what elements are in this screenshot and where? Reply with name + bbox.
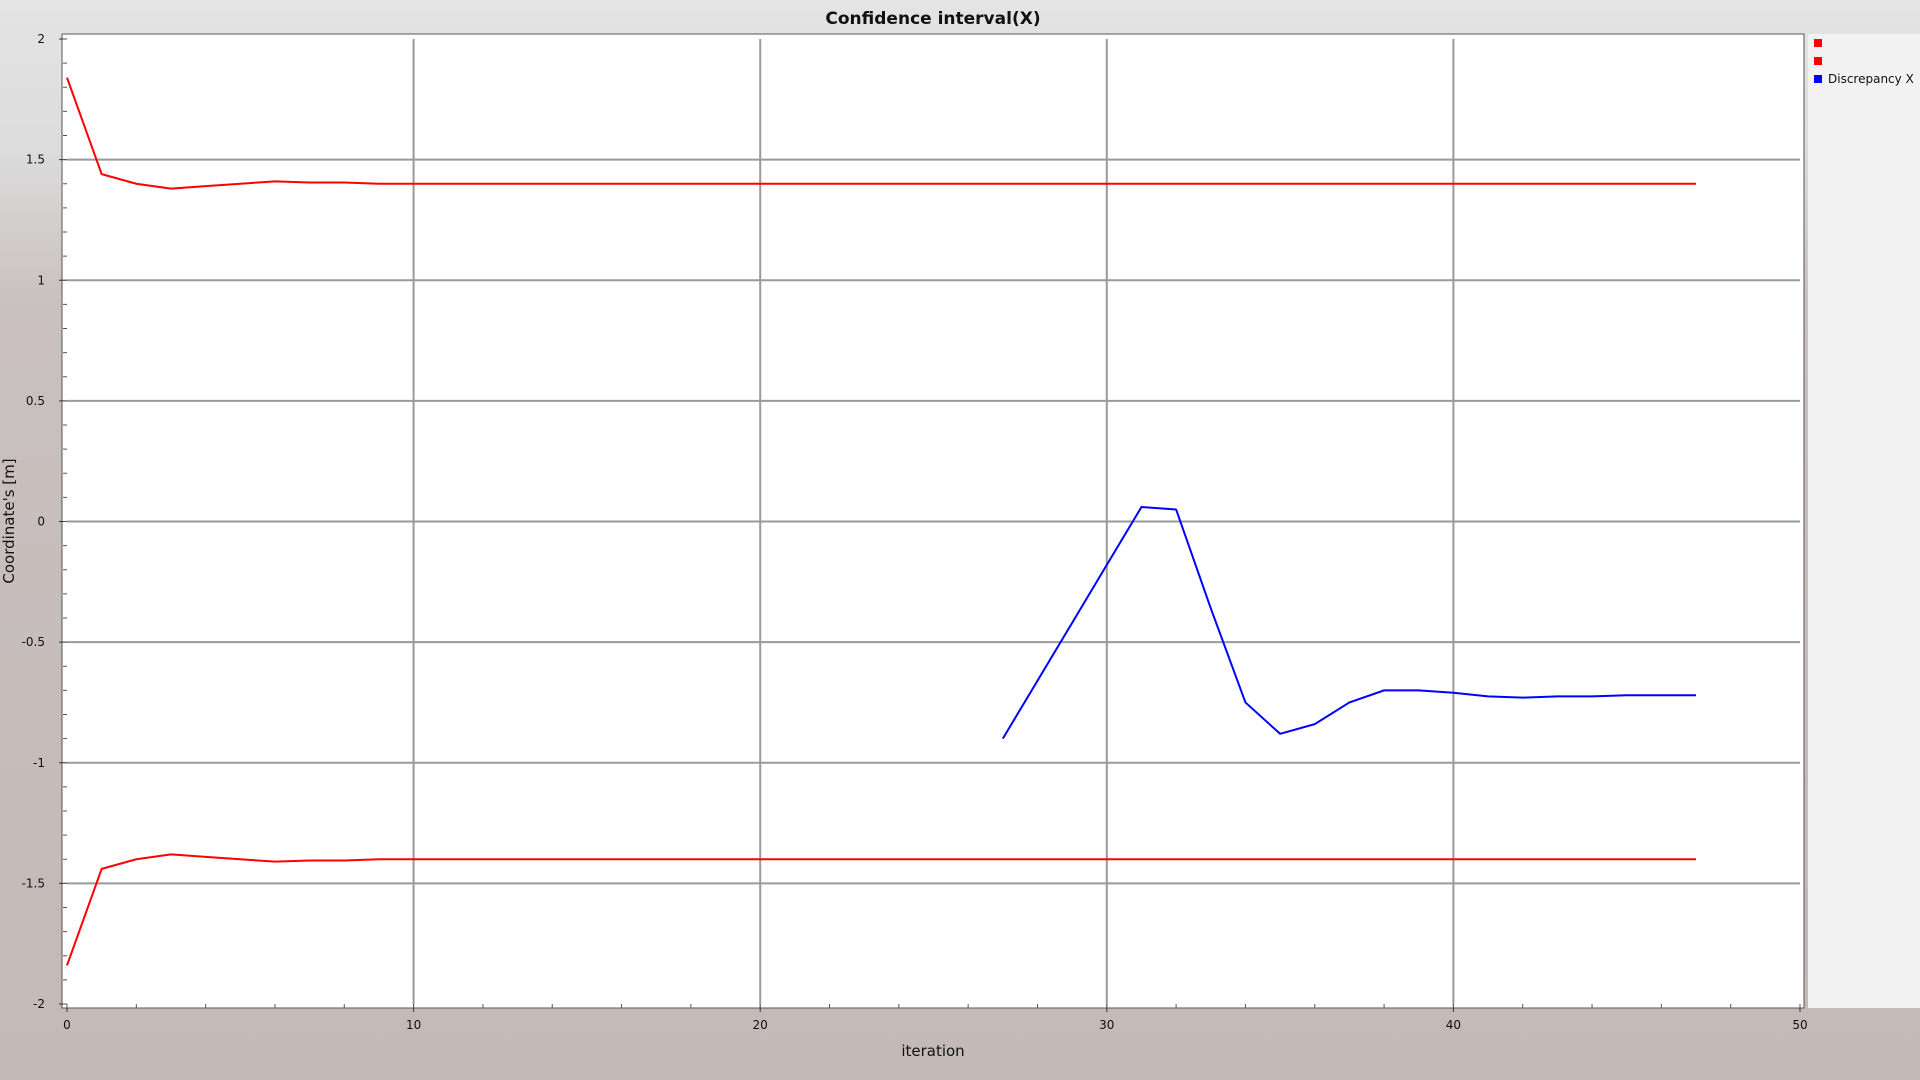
- series-line-3: [1001, 506, 1697, 740]
- x-tick-label: 10: [406, 1018, 421, 1032]
- y-tick-label: -1: [33, 756, 45, 770]
- y-tick-label: -0.5: [22, 635, 45, 649]
- minor-ticks: [63, 38, 1801, 1008]
- series-line-2: [66, 853, 1697, 966]
- legend-panel: [1808, 34, 1920, 1008]
- x-tick-label: 20: [753, 1018, 768, 1032]
- legend-swatch: [1814, 39, 1822, 47]
- x-tick-label: 0: [63, 1018, 71, 1032]
- legend-swatch: [1814, 57, 1822, 65]
- y-tick-label: 0: [37, 515, 45, 529]
- legend-swatch: [1814, 75, 1822, 83]
- x-tick-label: 50: [1792, 1018, 1807, 1032]
- y-axis-label: Coordinate's [m]: [0, 458, 18, 583]
- y-tick-label: 2: [37, 32, 45, 46]
- legend: Discrepancy X: [1814, 39, 1914, 86]
- y-tick-label: -2: [33, 997, 45, 1011]
- legend-label: Discrepancy X: [1828, 72, 1914, 86]
- y-tick-label: -1.5: [22, 876, 45, 890]
- x-tick-labels: 0 10 20 30 40 50: [63, 1018, 1807, 1032]
- series-layer: [66, 77, 1697, 966]
- y-tick-label: 1.5: [26, 153, 45, 167]
- x-tick-label: 30: [1099, 1018, 1114, 1032]
- y-tick-labels: 2 1.5 1 0.5 0 -0.5 -1 -1.5 -2: [22, 32, 45, 1011]
- x-tick-label: 40: [1446, 1018, 1461, 1032]
- y-tick-label: 1: [37, 273, 45, 287]
- chart-title: Confidence interval(X): [825, 9, 1040, 29]
- grid: [59, 38, 1801, 1012]
- y-tick-label: 0.5: [26, 394, 45, 408]
- x-axis-label: iteration: [901, 1042, 964, 1060]
- series-line-1: [66, 77, 1697, 190]
